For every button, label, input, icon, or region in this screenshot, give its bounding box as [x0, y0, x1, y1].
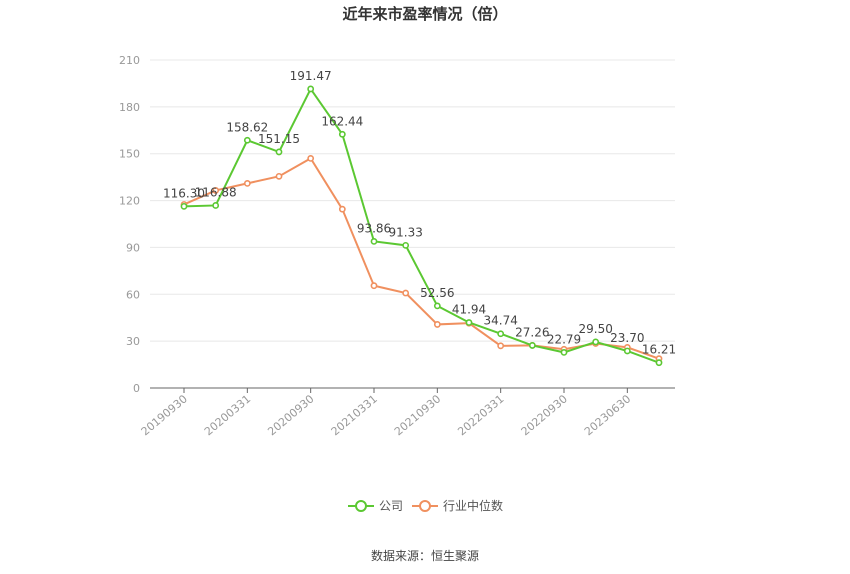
data-label: 29.50 [578, 322, 612, 336]
company-point [212, 202, 220, 209]
company-point [307, 85, 315, 93]
industry-median-point [243, 179, 251, 187]
company-point [465, 319, 473, 326]
data-label: 191.47 [290, 69, 332, 83]
industry-median-point [307, 154, 315, 162]
industry-median-point [212, 187, 220, 194]
data-label: 27.26 [515, 325, 549, 339]
x-tick-label: 20200331 [202, 392, 253, 438]
data-label: 116.88 [195, 185, 237, 199]
company-point [560, 349, 568, 356]
legend[interactable]: 公司 行业中位数 [348, 498, 503, 513]
source-note: 数据来源：恒生聚源 [371, 548, 479, 563]
company-point [592, 338, 600, 346]
grid [150, 59, 675, 342]
y-axis: 0 30 60 90 120 150 180 210 [119, 54, 140, 395]
y-tick-label: 60 [126, 288, 140, 301]
x-axis: 20190930 20200331 20200930 20210331 20210930… [139, 387, 675, 438]
chart-title: 近年来市盈率情况（倍） [342, 5, 507, 23]
y-tick-label: 30 [126, 335, 140, 348]
data-label: 158.62 [226, 120, 268, 134]
industry-median-point [433, 321, 441, 328]
data-label: 52.56 [420, 286, 454, 300]
x-tick-label: 20210930 [392, 392, 443, 438]
company-point [338, 130, 346, 138]
company-point [433, 302, 441, 310]
company-point [370, 237, 378, 245]
data-label: 41.94 [452, 302, 486, 316]
y-tick-label: 120 [119, 195, 140, 208]
y-tick-label: 90 [126, 241, 140, 254]
data-label: 23.70 [610, 331, 644, 345]
company-point [275, 148, 283, 156]
company-point [180, 202, 188, 210]
company-point [655, 359, 663, 367]
legend-industry-median[interactable]: 行业中位数 [412, 498, 503, 513]
company-line [183, 86, 660, 364]
data-label: 16.21 [642, 343, 676, 357]
data-label: 162.44 [321, 114, 363, 128]
y-tick-label: 150 [119, 148, 140, 161]
data-label: 22.79 [547, 332, 581, 346]
industry-median-point [338, 205, 346, 213]
x-tick-label: 20190930 [139, 392, 190, 438]
company-point [243, 136, 251, 144]
data-label: 151.15 [258, 132, 300, 146]
legend-label: 公司 [379, 499, 403, 513]
data-label: 34.74 [483, 314, 517, 328]
industry-median-point [497, 342, 505, 350]
y-tick-label: 0 [133, 382, 140, 395]
y-tick-label: 180 [119, 101, 140, 114]
legend-company[interactable]: 公司 [348, 499, 403, 513]
y-tick-label: 210 [119, 54, 140, 67]
legend-label: 行业中位数 [443, 498, 503, 513]
x-tick-label: 20200930 [265, 392, 316, 438]
data-label: 93.86 [357, 221, 391, 235]
x-tick-label: 20220331 [455, 392, 506, 438]
x-tick-label: 20210331 [329, 392, 380, 438]
company-point [497, 330, 505, 338]
legend-marker-icon [419, 500, 431, 512]
company-point [623, 347, 631, 355]
company-point [402, 241, 410, 249]
data-label: 91.33 [388, 225, 422, 239]
legend-marker-icon [355, 500, 367, 512]
data-label: 116.30 [163, 186, 205, 200]
company-point [528, 342, 536, 349]
industry-median-point [275, 172, 283, 180]
x-tick-label: 20220930 [519, 392, 570, 438]
series-company [180, 85, 663, 367]
x-tick-label: 20230630 [582, 392, 633, 438]
industry-median-point [370, 282, 378, 290]
industry-median-point [402, 289, 410, 297]
